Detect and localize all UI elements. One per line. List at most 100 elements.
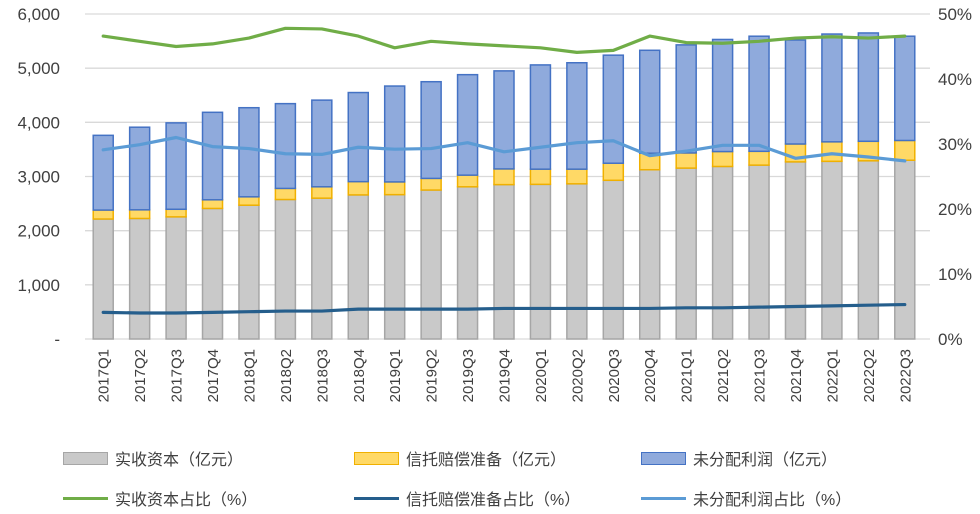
legend-item-paid-in-capital: 实收资本（亿元） <box>63 448 244 469</box>
legend-item-paid-in-capital-ratio: 实收资本占比（%） <box>63 488 258 509</box>
bar-segment-paid-in-capital <box>347 194 370 340</box>
bar-segment-trust-compensation-reserve <box>128 209 151 220</box>
legend-label: 实收资本（亿元） <box>115 452 244 469</box>
bar-segment-trust-compensation-reserve <box>711 150 734 168</box>
line-paid-in-capital-ratio <box>101 26 907 54</box>
bar-segment-undistributed-profit <box>456 73 479 176</box>
y-left-tick-label: 4,000 <box>17 113 60 132</box>
bar-segment-undistributed-profit <box>274 102 297 190</box>
bar-segment-trust-compensation-reserve <box>456 174 479 188</box>
bars-undistributed-profit <box>92 32 916 211</box>
x-tick-label: 2017Q1 <box>96 349 113 402</box>
paid-in-capital-swatch-icon <box>63 451 108 465</box>
bar-segment-paid-in-capital <box>493 183 515 340</box>
legend-label: 信托赔偿准备占比（%） <box>406 492 581 509</box>
bar-segment-undistributed-profit <box>602 54 625 164</box>
x-tick-label: 2022Q2 <box>861 349 878 402</box>
undistributed-profit-ratio-line-icon <box>641 496 686 500</box>
y-left-tick-label: 2,000 <box>17 222 60 241</box>
y-left-tick-label: 1,000 <box>17 276 60 295</box>
x-tick-label: 2021Q2 <box>715 349 732 402</box>
bar-segment-trust-compensation-reserve <box>894 139 916 162</box>
legend-item-undistributed-profit-ratio: 未分配利润占比（%） <box>641 488 852 509</box>
bar-segment-undistributed-profit <box>821 33 843 143</box>
legend-item-trust-compensation-reserve: 信托赔偿准备（亿元） <box>354 448 567 469</box>
bar-segment-paid-in-capital <box>238 204 260 340</box>
bar-segment-paid-in-capital <box>165 216 187 340</box>
legend-item-reserve-ratio: 信托赔偿准备占比（%） <box>354 488 581 509</box>
y-right-tick-label: 50% <box>938 5 972 24</box>
bar-segment-undistributed-profit <box>92 134 114 211</box>
bar-segment-undistributed-profit <box>638 49 661 154</box>
bar-segment-paid-in-capital <box>784 161 807 340</box>
bar-segment-trust-compensation-reserve <box>165 208 187 218</box>
bar-segment-paid-in-capital <box>821 160 843 340</box>
x-tick-label: 2020Q4 <box>642 349 659 402</box>
x-tick-label: 2019Q3 <box>460 349 477 402</box>
line-undistributed-profit-ratio <box>101 135 907 163</box>
trust-compensation-reserve-swatch-icon <box>354 451 399 465</box>
bar-segment-undistributed-profit <box>675 44 697 154</box>
bar-segment-undistributed-profit <box>347 91 370 183</box>
x-tick-label: 2017Q3 <box>169 349 186 402</box>
bar-segment-trust-compensation-reserve <box>92 209 114 220</box>
bar-segment-undistributed-profit <box>383 85 406 183</box>
x-tick-label: 2020Q1 <box>533 349 550 402</box>
x-tick-label: 2021Q3 <box>752 349 769 402</box>
legend-label: 未分配利润（亿元） <box>693 452 838 469</box>
bar-segment-trust-compensation-reserve <box>748 150 770 166</box>
y-axis-left-labels: 6,000 5,000 4,000 3,000 2,000 1,000 - <box>17 5 60 349</box>
x-tick-label: 2020Q3 <box>606 349 623 402</box>
bar-segment-undistributed-profit <box>493 70 515 170</box>
bar-segment-undistributed-profit <box>311 99 333 188</box>
plot-area: 6,000 5,000 4,000 3,000 2,000 1,000 - 50% 40% 30%… <box>17 5 972 402</box>
bar-segment-paid-in-capital <box>311 197 333 340</box>
x-tick-label: 2018Q4 <box>351 349 368 402</box>
bar-segment-undistributed-profit <box>238 106 260 198</box>
bars-paid-in-capital <box>92 159 916 340</box>
bar-segment-trust-compensation-reserve <box>347 180 370 196</box>
bar-segment-undistributed-profit <box>748 35 770 153</box>
x-tick-label: 2021Q1 <box>679 349 696 402</box>
legend-label: 信托赔偿准备（亿元） <box>406 452 567 469</box>
bar-segment-paid-in-capital <box>383 193 406 340</box>
x-tick-label: 2019Q4 <box>497 349 514 402</box>
x-tick-label: 2022Q3 <box>897 349 914 402</box>
bar-segment-paid-in-capital <box>638 168 661 340</box>
y-axis-right-labels: 50% 40% 30% 20% 10% 0% <box>938 5 972 349</box>
bar-segment-trust-compensation-reserve <box>529 168 552 186</box>
x-tick-label: 2020Q2 <box>569 349 586 402</box>
bar-segment-trust-compensation-reserve <box>566 168 588 185</box>
legend-label: 未分配利润占比（%） <box>693 492 852 509</box>
bar-segment-trust-compensation-reserve <box>420 177 442 191</box>
bar-segment-trust-compensation-reserve <box>821 141 843 163</box>
bar-segment-paid-in-capital <box>602 179 625 340</box>
x-tick-label: 2021Q4 <box>788 349 805 402</box>
bar-segment-undistributed-profit <box>857 32 880 143</box>
bar-segment-paid-in-capital <box>566 183 588 340</box>
bar-segment-trust-compensation-reserve <box>274 187 297 201</box>
bar-segment-undistributed-profit <box>201 111 224 201</box>
bar-segment-trust-compensation-reserve <box>238 196 260 206</box>
bar-segment-undistributed-profit <box>165 122 187 211</box>
x-tick-label: 2018Q2 <box>278 349 295 402</box>
legend-label: 实收资本占比（%） <box>115 492 258 509</box>
bar-segment-undistributed-profit <box>420 80 442 180</box>
x-axis-labels: 2017Q1 2017Q2 2017Q3 2017Q4 2018Q1 2018Q2 2018… <box>96 349 915 402</box>
x-tick-label: 2017Q2 <box>132 349 149 402</box>
bar-segment-paid-in-capital <box>529 183 552 340</box>
bar-segment-paid-in-capital <box>857 160 880 340</box>
x-tick-label: 2019Q1 <box>387 349 404 402</box>
bar-segment-paid-in-capital <box>748 164 770 340</box>
bar-segment-paid-in-capital <box>894 159 916 340</box>
bar-segment-paid-in-capital <box>92 218 114 340</box>
bar-segment-paid-in-capital <box>128 217 151 340</box>
y-left-tick-label: 5,000 <box>17 59 60 78</box>
x-tick-label: 2017Q4 <box>205 349 222 402</box>
y-right-tick-label: 20% <box>938 200 972 219</box>
reserve-ratio-line-icon <box>354 496 399 500</box>
bar-segment-undistributed-profit <box>128 126 151 211</box>
legend-item-undistributed-profit: 未分配利润（亿元） <box>641 448 838 469</box>
y-right-tick-label: 40% <box>938 70 972 89</box>
